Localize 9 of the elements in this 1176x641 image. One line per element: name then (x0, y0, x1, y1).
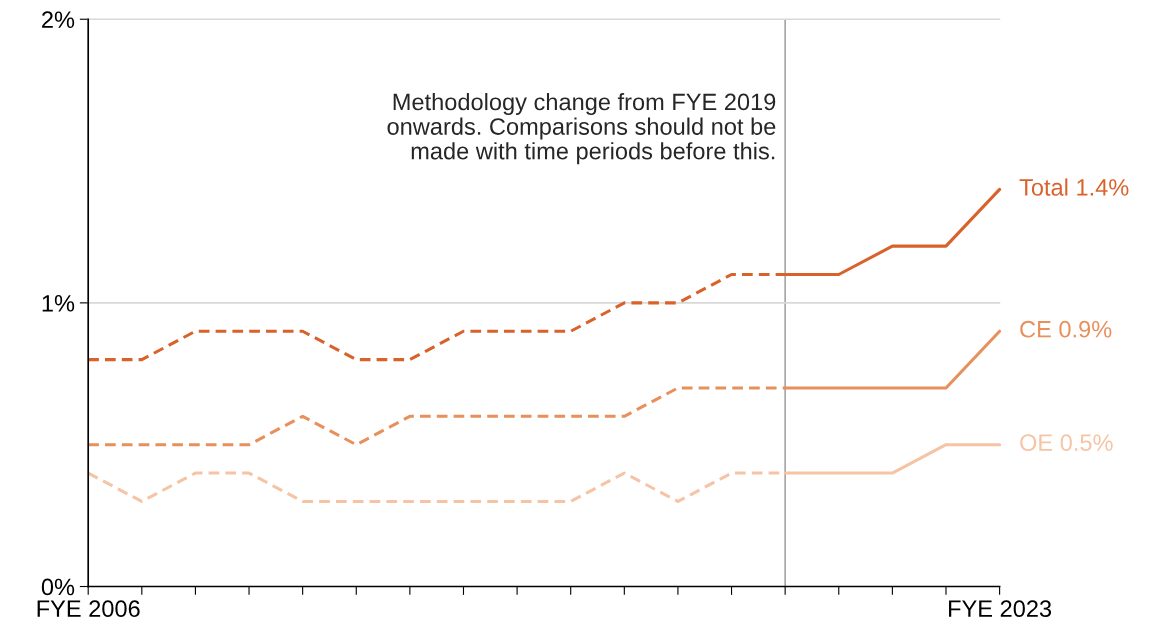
series-label: CE 0.9% (1020, 320, 1112, 338)
y-tick-label: 1% (42, 295, 75, 312)
annotation: Methodology change from FYE 2019 onwards. Comparisons should not be made with time periods before this. (387, 92, 776, 165)
series-label: OE 0.5% (1020, 434, 1113, 452)
y-tick-label: 0% (41, 578, 75, 596)
x-tick-label: FYE 2006 (37, 600, 140, 618)
series-label: Total 1.4% (1019, 178, 1129, 196)
y-tick-label: 2% (42, 11, 75, 28)
x-tick-label: FYE 2023 (949, 600, 1052, 618)
